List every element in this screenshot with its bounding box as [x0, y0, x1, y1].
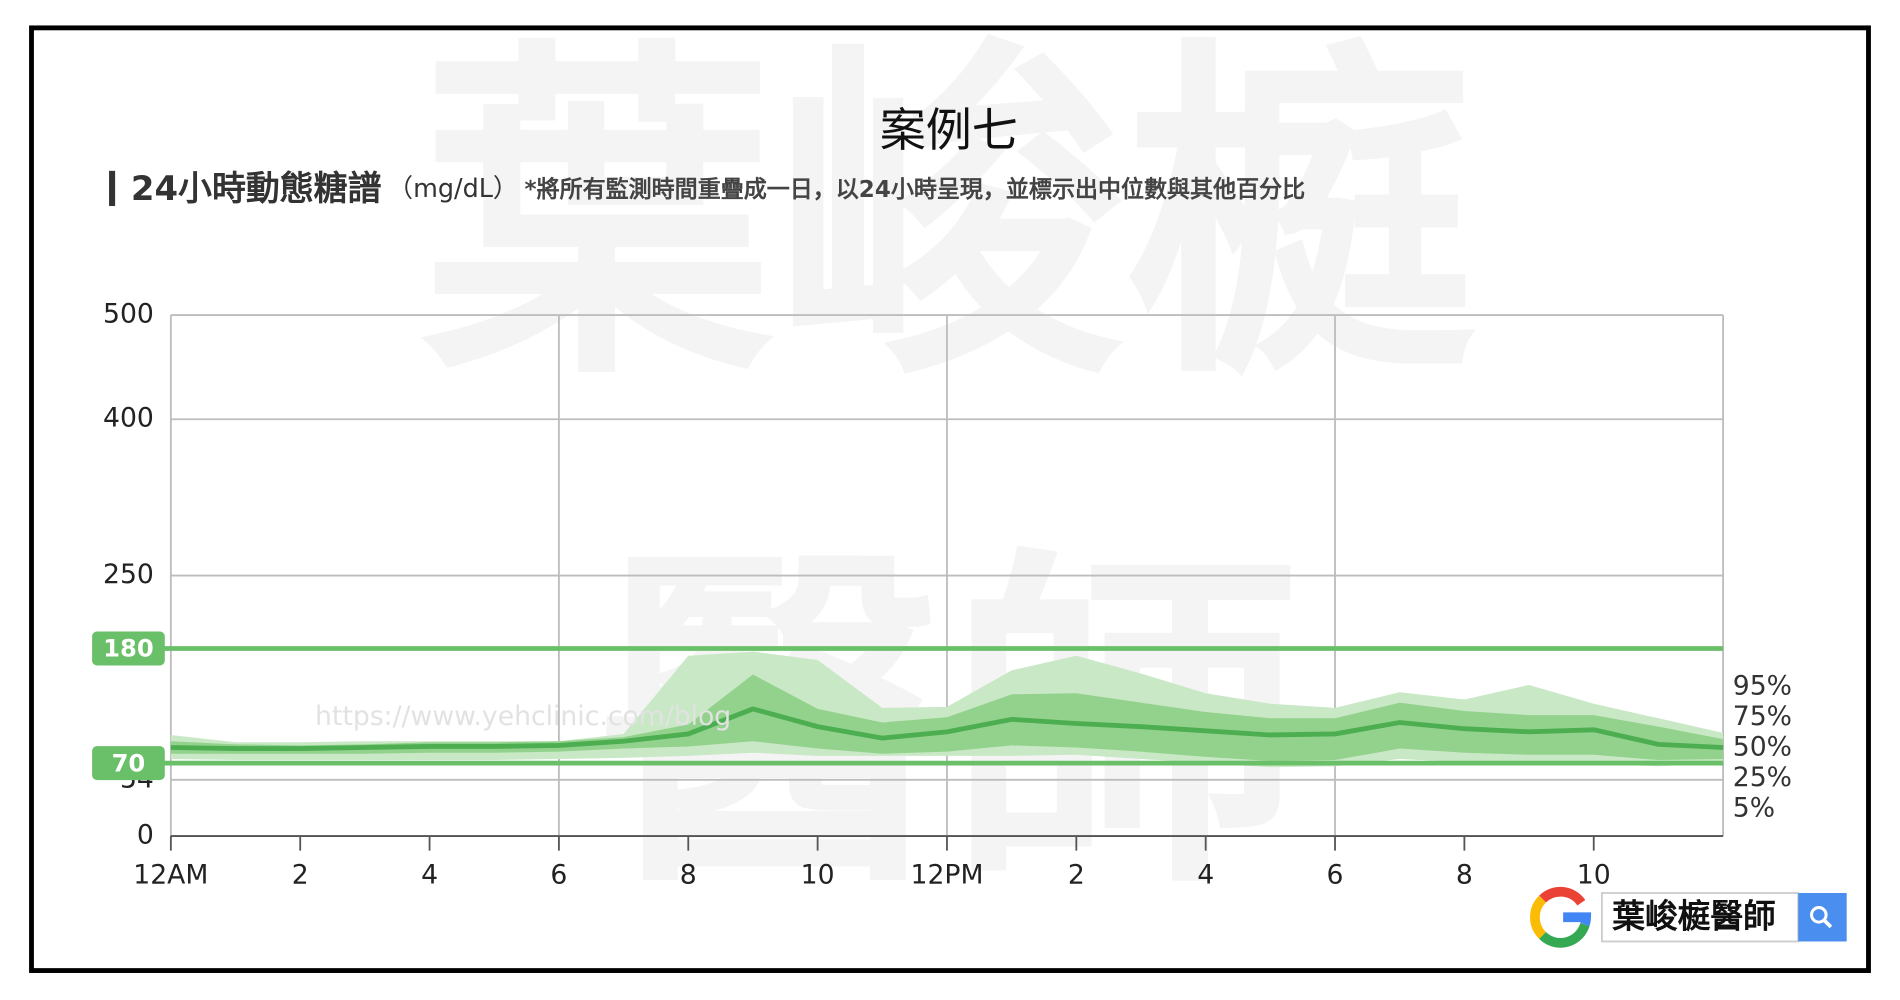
percentile-label: 95% — [1733, 671, 1792, 702]
x-tick-label: 6 — [1327, 860, 1344, 891]
x-tick-label: 6 — [550, 860, 567, 891]
percentile-label: 50% — [1733, 732, 1792, 763]
target-label: 70 — [112, 749, 146, 777]
x-tick-label: 2 — [292, 860, 309, 891]
y-tick-label: 0 — [137, 820, 154, 851]
inner-band — [170, 674, 1724, 762]
url-watermark: https://www.yehclinic.com/blog — [315, 701, 731, 732]
search-button[interactable] — [1798, 893, 1847, 942]
percentile-label: 75% — [1733, 701, 1792, 732]
x-tick-label: 12AM — [133, 860, 208, 891]
x-tick-label: 8 — [1456, 860, 1473, 891]
search-icon — [1810, 906, 1828, 924]
x-tick-label: 10 — [801, 860, 835, 891]
x-tick-label: 4 — [421, 860, 438, 891]
heading: 24小時動態糖譜 — [131, 169, 382, 208]
watermark-line: 葉峻榳 — [416, 12, 1476, 421]
title: 案例七 — [880, 103, 1018, 157]
percentile-label: 5% — [1733, 793, 1775, 824]
x-tick-label: 4 — [1197, 860, 1214, 891]
target-badge — [92, 631, 165, 666]
median-line — [170, 706, 1724, 751]
y-tick-label: 250 — [103, 559, 154, 590]
search-box[interactable] — [1601, 892, 1800, 943]
x-tick-label: 12PM — [910, 860, 983, 891]
plot: 05425040050012AM24681012PM24681095%75%50… — [92, 299, 1792, 891]
y-tick-label: 500 — [103, 299, 154, 330]
target-label: 180 — [103, 635, 154, 663]
search-text: 葉峻榳醫師 — [1611, 897, 1776, 935]
frame — [29, 25, 1871, 973]
heading-line: 24小時動態糖譜 （mg/dL） *將所有監測時間重疊成一日，以24小時呈現，並… — [131, 169, 1305, 208]
target-badge — [92, 746, 165, 781]
unit: （mg/dL） — [388, 173, 519, 203]
x-tick-label: 10 — [1577, 860, 1611, 891]
y-tick-label: 400 — [103, 403, 154, 434]
note: *將所有監測時間重疊成一日，以24小時呈現，並標示出中位數與其他百分比 — [525, 176, 1306, 203]
search-icon — [1822, 918, 1833, 929]
percentile-label: 25% — [1733, 762, 1792, 793]
x-tick-label: 2 — [1068, 860, 1085, 891]
heading-bar — [109, 170, 116, 206]
x-tick-label: 8 — [680, 860, 697, 891]
google-logo — [1530, 886, 1592, 948]
search-badge: 葉峻榳醫師 — [1530, 886, 1847, 948]
